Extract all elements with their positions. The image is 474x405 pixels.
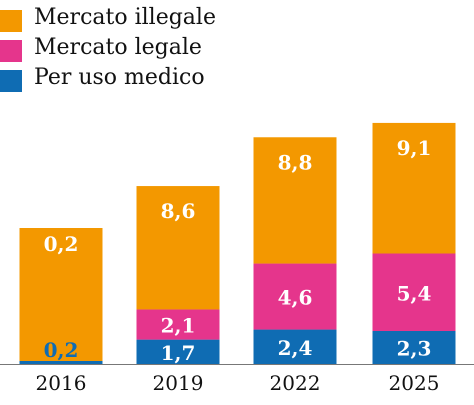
legend-label-mercato-illegale: Mercato illegale (34, 5, 216, 30)
bar-per-uso-medico-2022 (253, 329, 337, 364)
x-tick-label-2025: 2025 (389, 371, 440, 395)
data-label-per-uso-medico-2022: 2,4 (278, 336, 313, 360)
bar-mercato-legale-2025 (372, 253, 456, 331)
x-tick-label-2019: 2019 (153, 371, 204, 395)
data-label-mercato-illegale-2025: 9,1 (397, 136, 432, 160)
data-label-mercato-illegale-2016: 0,2 (44, 232, 79, 256)
data-label-mercato-legale-2022: 4,6 (278, 286, 313, 310)
bar-per-uso-medico-2025 (372, 330, 456, 364)
legend-label-mercato-legale: Mercato legale (34, 35, 202, 60)
bar-mercato-illegale-2025 (372, 122, 456, 254)
x-tick-label-2016: 2016 (36, 371, 87, 395)
legend-swatch-mercato-illegale (0, 10, 22, 32)
data-label-per-uso-medico-2016: 0,2 (44, 338, 79, 362)
bar-per-uso-medico-2016 (19, 361, 103, 364)
bar-mercato-illegale-2016 (19, 228, 103, 361)
bar-mercato-legale-2019 (136, 309, 220, 340)
data-label-per-uso-medico-2019: 1,7 (161, 341, 196, 365)
legend-swatch-per-uso-medico (0, 70, 22, 92)
legend-label-per-uso-medico: Per uso medico (34, 65, 205, 90)
bar-mercato-illegale-2019 (136, 186, 220, 310)
bar-per-uso-medico-2019 (136, 339, 220, 364)
data-label-mercato-illegale-2022: 8,8 (278, 150, 313, 174)
legend-swatch-mercato-legale (0, 40, 22, 62)
bar-mercato-illegale-2022 (253, 137, 337, 264)
data-label-mercato-legale-2025: 5,4 (397, 281, 432, 305)
bar-mercato-legale-2022 (253, 263, 337, 330)
data-label-mercato-legale-2019: 2,1 (161, 314, 196, 338)
data-label-mercato-illegale-2019: 8,6 (161, 199, 196, 223)
x-tick-label-2022: 2022 (270, 371, 321, 395)
data-label-per-uso-medico-2025: 2,3 (397, 336, 432, 360)
